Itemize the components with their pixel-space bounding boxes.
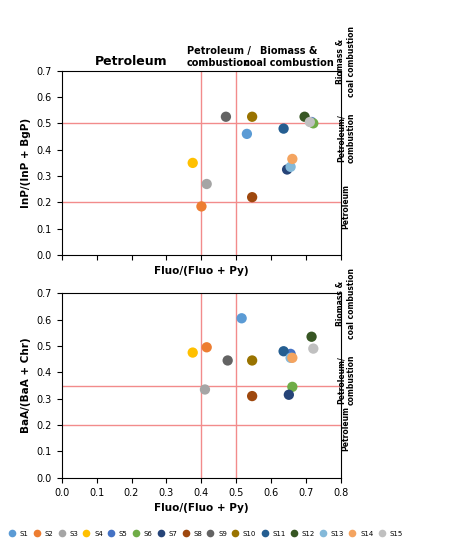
Point	[287, 350, 294, 358]
Point	[308, 118, 315, 127]
Text: Biomass &
coal combustion: Biomass & coal combustion	[337, 26, 356, 97]
Point	[289, 353, 296, 362]
Point	[310, 344, 317, 353]
Text: Petroleum /
combustion: Petroleum / combustion	[187, 46, 251, 68]
Y-axis label: BaA/(BaA + Chr): BaA/(BaA + Chr)	[21, 338, 31, 433]
Point	[243, 130, 251, 138]
Point	[285, 390, 292, 399]
Point	[248, 392, 256, 400]
X-axis label: Fluo/(Fluo + Py): Fluo/(Fluo + Py)	[154, 503, 249, 513]
Point	[280, 124, 287, 133]
Text: Petroleum: Petroleum	[95, 55, 168, 68]
Point	[306, 118, 314, 127]
Point	[289, 155, 296, 163]
Point	[248, 112, 256, 121]
Point	[308, 332, 315, 341]
X-axis label: Fluo/(Fluo + Py): Fluo/(Fluo + Py)	[154, 266, 249, 276]
Point	[289, 382, 296, 391]
Point	[203, 343, 210, 352]
Text: Petroleum/
combustion: Petroleum/ combustion	[337, 355, 356, 405]
Point	[203, 180, 210, 188]
Point	[283, 165, 291, 174]
Point	[224, 356, 231, 365]
Point	[287, 162, 294, 171]
Point	[189, 348, 197, 357]
Text: Biomass &
coal combustion: Biomass & coal combustion	[337, 268, 356, 339]
Text: Petroleum: Petroleum	[342, 184, 350, 229]
Point	[222, 112, 230, 121]
Point	[201, 385, 209, 394]
Text: Petroleum: Petroleum	[342, 407, 350, 451]
Point	[310, 119, 317, 128]
Point	[198, 202, 205, 211]
Point	[248, 356, 256, 365]
Point	[301, 112, 309, 121]
Point	[189, 159, 197, 167]
Point	[248, 193, 256, 201]
Legend: S1, S2, S3, S4, S5, S6, S7, S8, S9, S10, S11, S12, S13, S14, S15: S1, S2, S3, S4, S5, S6, S7, S8, S9, S10,…	[2, 528, 405, 540]
Y-axis label: InP/(InP + BgP): InP/(InP + BgP)	[21, 118, 31, 208]
Text: Biomass &
coal combustion: Biomass & coal combustion	[244, 46, 334, 68]
Point	[287, 353, 294, 362]
Point	[280, 347, 287, 356]
Point	[238, 314, 246, 323]
Text: Petroleum/
combustion: Petroleum/ combustion	[337, 112, 356, 163]
